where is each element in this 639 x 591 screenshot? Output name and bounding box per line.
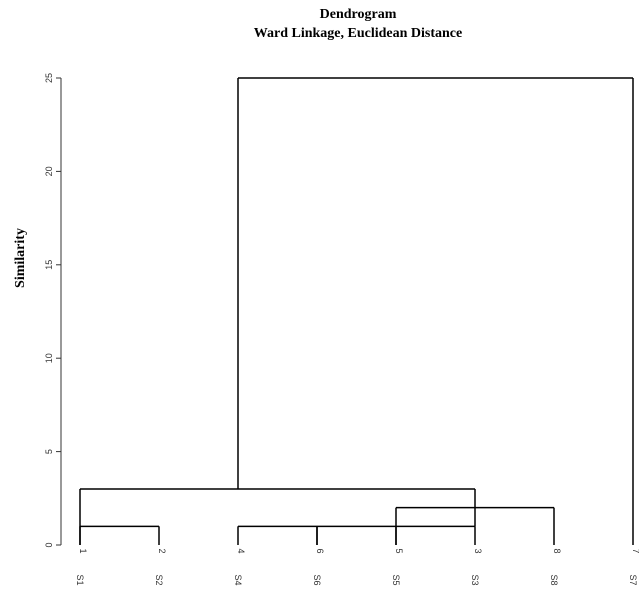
leaf-id: 3 xyxy=(473,548,483,553)
y-tick-label: 25 xyxy=(44,73,54,83)
y-tick-label: 10 xyxy=(44,353,54,363)
leaf-label: S1 xyxy=(75,574,85,585)
leaf-label: S5 xyxy=(391,574,401,585)
leaf-id: 5 xyxy=(394,548,404,553)
leaf-label: S3 xyxy=(470,574,480,585)
y-tick-label: 5 xyxy=(44,449,54,454)
leaf-label: S7 xyxy=(628,574,638,585)
leaf-label: S6 xyxy=(312,574,322,585)
leaf-id: 4 xyxy=(236,548,246,553)
leaf-id: 1 xyxy=(78,548,88,553)
chart-title: Dendrogram xyxy=(320,7,397,22)
leaf-id: 2 xyxy=(157,548,167,553)
leaf-label: S4 xyxy=(233,574,243,585)
leaf-label: S2 xyxy=(154,574,164,585)
y-tick-label: 15 xyxy=(44,260,54,270)
y-tick-label: 20 xyxy=(44,166,54,176)
leaf-id: 8 xyxy=(552,548,562,553)
chart-subtitle: Ward Linkage, Euclidean Distance xyxy=(254,26,462,41)
leaf-label: S8 xyxy=(549,574,559,585)
y-axis-label: Similarity xyxy=(13,228,28,288)
leaf-id: 7 xyxy=(631,548,639,553)
leaf-id: 6 xyxy=(315,548,325,553)
y-tick-label: 0 xyxy=(44,542,54,547)
